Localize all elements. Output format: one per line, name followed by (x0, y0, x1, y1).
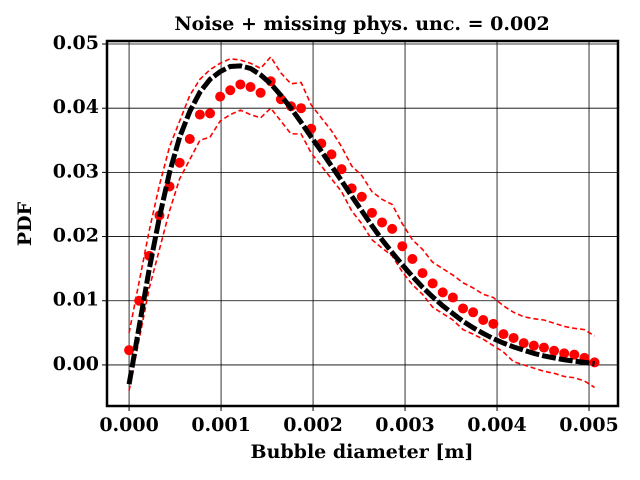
data-point (518, 338, 529, 349)
data-point (538, 342, 549, 353)
data-point (498, 329, 509, 340)
data-point (245, 82, 256, 93)
data-point (205, 108, 216, 119)
data-point (508, 332, 519, 343)
x-axis-label: Bubble diameter [m] (251, 441, 474, 463)
plot-frame (105, 39, 620, 408)
data-point (336, 164, 347, 175)
data-point (549, 345, 560, 356)
data-point (215, 91, 226, 102)
data-point (174, 157, 185, 168)
data-point (569, 349, 580, 360)
data-point (326, 149, 337, 160)
data-point (559, 348, 570, 359)
series-line (128, 55, 595, 337)
y-tick-label: 0.05 (53, 32, 99, 54)
data-point (397, 241, 408, 252)
x-tick-label: 0.002 (283, 414, 343, 436)
data-point (356, 191, 367, 202)
data-point (296, 103, 307, 114)
data-point (437, 287, 448, 298)
data-point (366, 207, 377, 218)
x-tick-label: 0.003 (375, 414, 435, 436)
y-tick-label: 0.01 (53, 289, 99, 311)
x-tick-label: 0.000 (99, 414, 159, 436)
data-point (427, 278, 438, 289)
data-point (468, 307, 479, 318)
data-point (528, 340, 539, 351)
x-tick-label: 0.005 (559, 414, 619, 436)
data-point (417, 268, 428, 279)
data-point (478, 314, 489, 325)
y-tick-label: 0.03 (53, 160, 99, 182)
data-point (184, 134, 195, 145)
x-tick-label: 0.001 (191, 414, 251, 436)
data-point (377, 217, 388, 228)
series-line (128, 107, 595, 391)
series-line (126, 63, 595, 385)
chart-title: Noise + missing phys. unc. = 0.002 (174, 13, 549, 35)
data-point (255, 87, 266, 98)
data-point (225, 85, 236, 96)
y-tick-label: 0.04 (53, 96, 99, 118)
data-point (124, 345, 135, 356)
data-point (407, 254, 418, 265)
y-tick-label: 0.00 (53, 353, 99, 375)
x-tick-label: 0.004 (467, 414, 527, 436)
y-tick-label: 0.02 (53, 225, 99, 247)
data-point (488, 318, 499, 329)
data-point (447, 292, 458, 303)
data-point (457, 303, 468, 314)
y-axis-label: PDF (14, 201, 36, 246)
data-point (194, 109, 205, 120)
data-point (387, 223, 398, 234)
data-point (235, 79, 246, 90)
